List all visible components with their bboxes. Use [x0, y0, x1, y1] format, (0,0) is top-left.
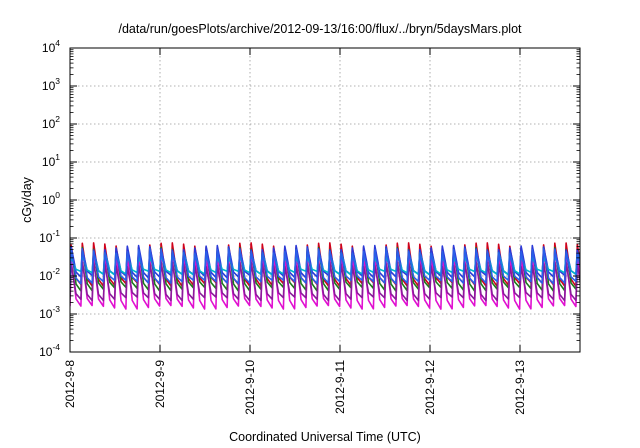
x-tick-label: 2012-9-12 — [423, 360, 437, 415]
y-tick-label: 103 — [42, 76, 60, 93]
series-lines — [70, 242, 580, 310]
chart-title: /data/run/goesPlots/archive/2012-09-13/1… — [118, 22, 522, 36]
series-line — [70, 261, 580, 302]
x-tick-label: 2012-9-10 — [243, 360, 257, 415]
x-tick-label: 2012-9-8 — [63, 360, 77, 408]
y-tick-label: 10-4 — [39, 342, 60, 359]
y-tick-label: 100 — [42, 190, 60, 207]
y-tick-label: 101 — [42, 152, 60, 169]
grid-lines — [70, 48, 580, 352]
x-tick-label: 2012-9-13 — [513, 360, 527, 415]
x-tick-label: 2012-9-11 — [333, 360, 347, 414]
y-tick-label: 10-2 — [39, 266, 60, 283]
axis-ticks: 10-4 10-3 10-2 10-1 100 101 102 103 104 2012-9-8 2… — [39, 38, 580, 415]
series-line — [70, 248, 580, 285]
y-tick-label: 102 — [42, 114, 60, 131]
y-tick-label: 104 — [42, 38, 60, 55]
x-axis-label: Coordinated Universal Time (UTC) — [229, 430, 421, 444]
y-tick-label: 10-1 — [39, 228, 60, 245]
x-tick-label: 2012-9-9 — [153, 360, 167, 408]
y-tick-label: 10-3 — [39, 304, 60, 321]
